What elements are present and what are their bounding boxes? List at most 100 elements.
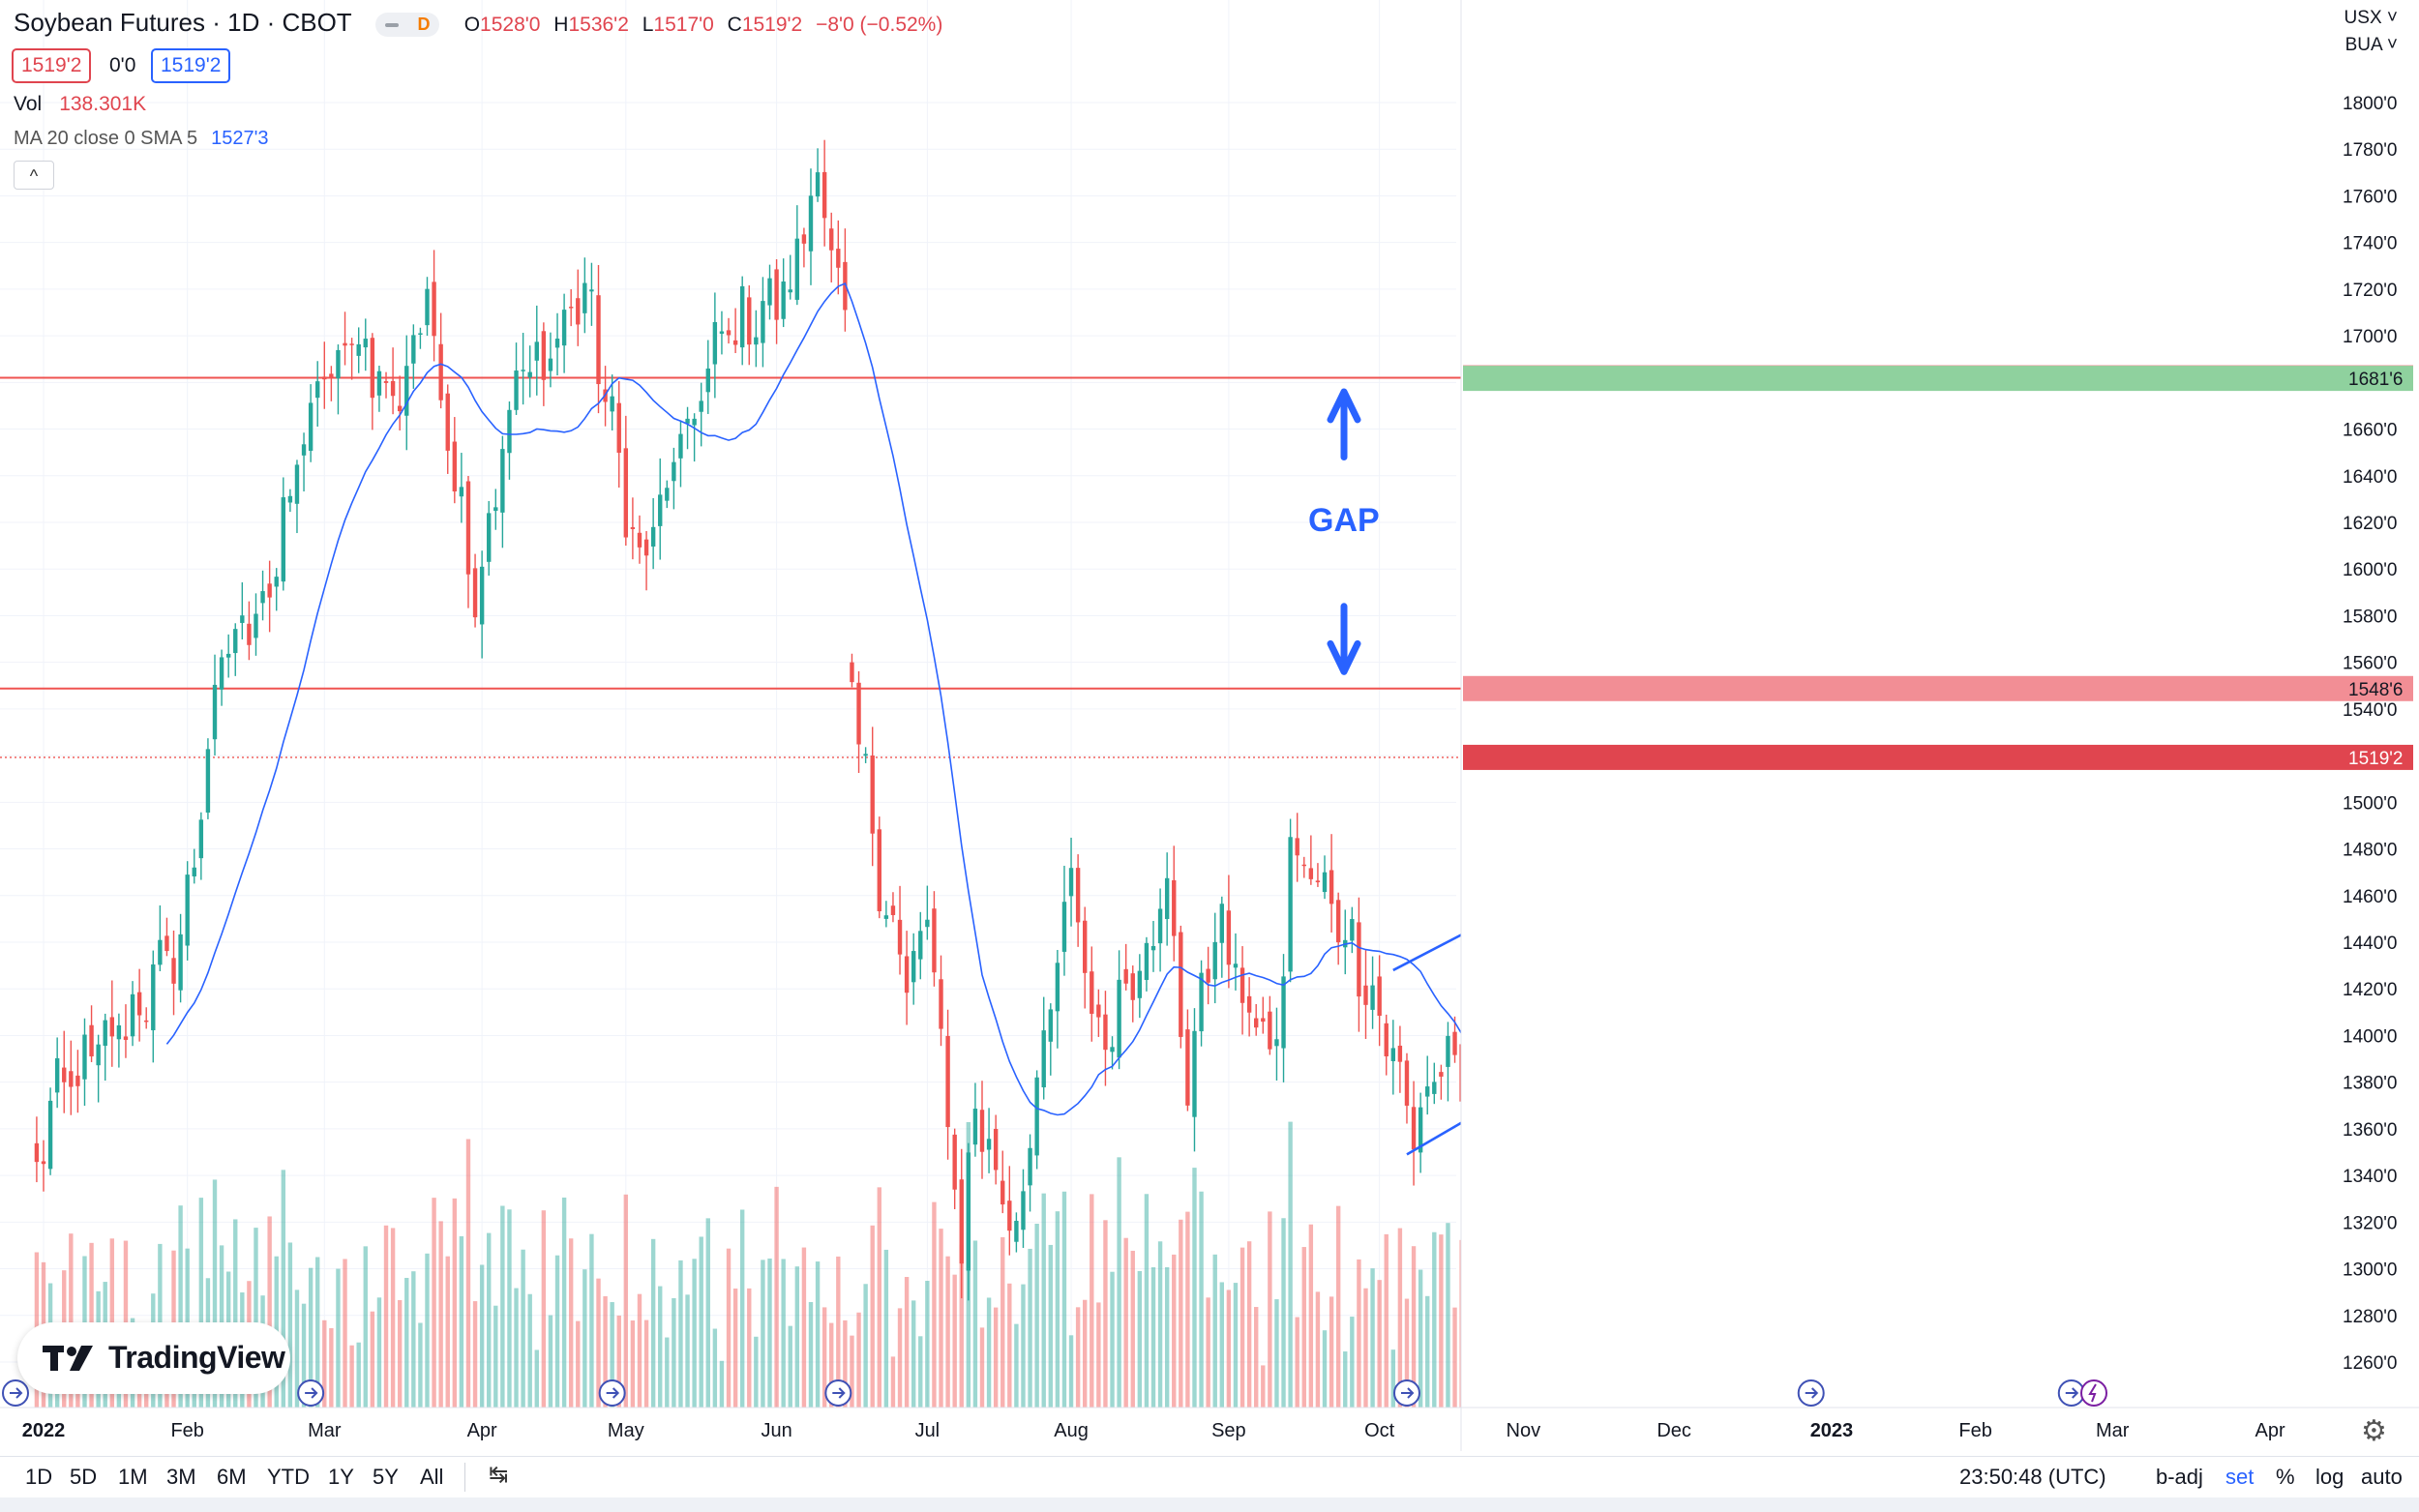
candle-body [1075, 868, 1081, 923]
symbol-title[interactable]: Soybean Futures · 1D · CBOT [14, 8, 352, 37]
candle-body [582, 282, 587, 313]
market-status-pill[interactable]: D [375, 12, 440, 37]
volume-bar [939, 1229, 943, 1408]
auto-toggle[interactable]: auto [2361, 1465, 2403, 1489]
volume-bar [781, 1259, 786, 1408]
timeframe-5y[interactable]: 5Y [373, 1465, 399, 1489]
candle-body [630, 526, 636, 529]
volume-bar [705, 1218, 710, 1408]
candle-body [747, 297, 752, 345]
collapse-legend-button[interactable]: ^ [14, 161, 54, 190]
timeframe-6m[interactable]: 6M [217, 1465, 247, 1489]
volume-bar [233, 1219, 238, 1408]
sell-price-box[interactable]: 1519'2 [12, 48, 92, 83]
candle-body [240, 615, 245, 623]
log-toggle[interactable]: log [2315, 1465, 2344, 1489]
candle-body [301, 444, 307, 456]
timeframe-3m[interactable]: 3M [166, 1465, 196, 1489]
unit-selector[interactable]: BUA ˅ [2344, 35, 2398, 55]
price-tick-label: 1480'0 [2343, 841, 2397, 861]
volume-bar [1068, 1335, 1074, 1408]
candle-body [939, 979, 943, 1029]
percent-toggle[interactable]: % [2276, 1465, 2295, 1489]
volume-bar [747, 1288, 752, 1408]
gap-annotation[interactable]: GAP [1308, 502, 1380, 539]
gear-icon[interactable]: ⚙ [2361, 1415, 2387, 1447]
candle-body [966, 1152, 971, 1271]
event-marker-icon [2057, 1379, 2085, 1407]
volume-bar [390, 1228, 396, 1408]
timeframe-ytd[interactable]: YTD [267, 1465, 310, 1489]
volume-bar [1377, 1280, 1382, 1408]
volume-bar [1239, 1247, 1245, 1408]
ma-legend[interactable]: MA 20 close 0 SMA 5 1527'3 [14, 128, 269, 150]
candle-body [192, 867, 196, 876]
candle-body [370, 338, 375, 399]
candle-body [1041, 1030, 1046, 1088]
volume-bar [487, 1232, 492, 1408]
candle-body [554, 339, 560, 348]
timeframe-1y[interactable]: 1Y [328, 1465, 354, 1489]
date-range-icon[interactable]: ↹ [489, 1462, 509, 1488]
candle-body [212, 684, 218, 740]
bottom-toolbar [0, 1456, 2419, 1497]
price-tick-label: 1780'0 [2343, 140, 2397, 161]
volume-legend[interactable]: Vol 138.301K [14, 93, 146, 116]
volume-bar [1301, 1247, 1306, 1408]
candle-body [103, 1020, 107, 1047]
candle-body [1446, 1035, 1450, 1067]
volume-bar [952, 1274, 957, 1408]
spread-value: 0'0 [109, 54, 136, 76]
price-tick-label: 1760'0 [2343, 187, 2397, 207]
currency-selector[interactable]: USX ˅ [2344, 8, 2398, 28]
price-label-text: 1681'6 [2348, 370, 2403, 390]
volume-bar [1226, 1290, 1232, 1408]
candle-body [89, 1024, 94, 1057]
tradingview-logo[interactable]: TradingView [17, 1322, 290, 1394]
price-tick-label: 1340'0 [2343, 1167, 2397, 1187]
volume-bar [904, 1277, 910, 1408]
candle-body [1315, 880, 1321, 883]
candle-body [75, 1075, 80, 1086]
volume-bar [1439, 1234, 1444, 1408]
volume-bar [596, 1278, 601, 1408]
timeframe-all[interactable]: All [420, 1465, 444, 1489]
volume-bar [1172, 1254, 1177, 1408]
dividend-marker-icon [2080, 1379, 2107, 1407]
b-adj-toggle[interactable]: b-adj [2156, 1465, 2203, 1489]
volume-bar [363, 1246, 368, 1408]
candle-body [665, 488, 670, 501]
candle-body [1164, 877, 1170, 920]
candle-body [788, 289, 792, 293]
event-markers [2, 1379, 2107, 1407]
settlement-toggle[interactable]: set [2225, 1465, 2255, 1489]
candle-body [287, 495, 293, 503]
volume-bar [322, 1319, 327, 1408]
candle-body [54, 1057, 60, 1093]
candle-body [62, 1067, 67, 1082]
time-tick-label: Jul [915, 1420, 941, 1441]
candle-body [1370, 985, 1375, 1010]
timeframe-1d[interactable]: 1D [25, 1465, 53, 1489]
interval-badge: D [417, 14, 431, 34]
clock-display[interactable]: 23:50:48 (UTC) [1959, 1465, 2106, 1489]
candle-body [336, 349, 341, 379]
volume-bar [507, 1209, 512, 1408]
candle-body [1206, 968, 1210, 983]
volume-bar [808, 1301, 814, 1408]
buy-price-box[interactable]: 1519'2 [151, 48, 231, 83]
candle-body [911, 951, 916, 983]
candle-body [260, 591, 265, 604]
volume-bar [370, 1311, 375, 1408]
timeframe-1m[interactable]: 1M [118, 1465, 148, 1489]
timeframe-5d[interactable]: 5D [70, 1465, 98, 1489]
volume-bar [739, 1209, 745, 1408]
candle-body [1028, 1147, 1032, 1186]
candle-body [1048, 1009, 1053, 1042]
candle-body [754, 337, 759, 345]
volume-bar [678, 1260, 683, 1408]
candle-body [1268, 1011, 1272, 1050]
candle-body [576, 298, 581, 325]
volume-bar [1370, 1268, 1375, 1408]
